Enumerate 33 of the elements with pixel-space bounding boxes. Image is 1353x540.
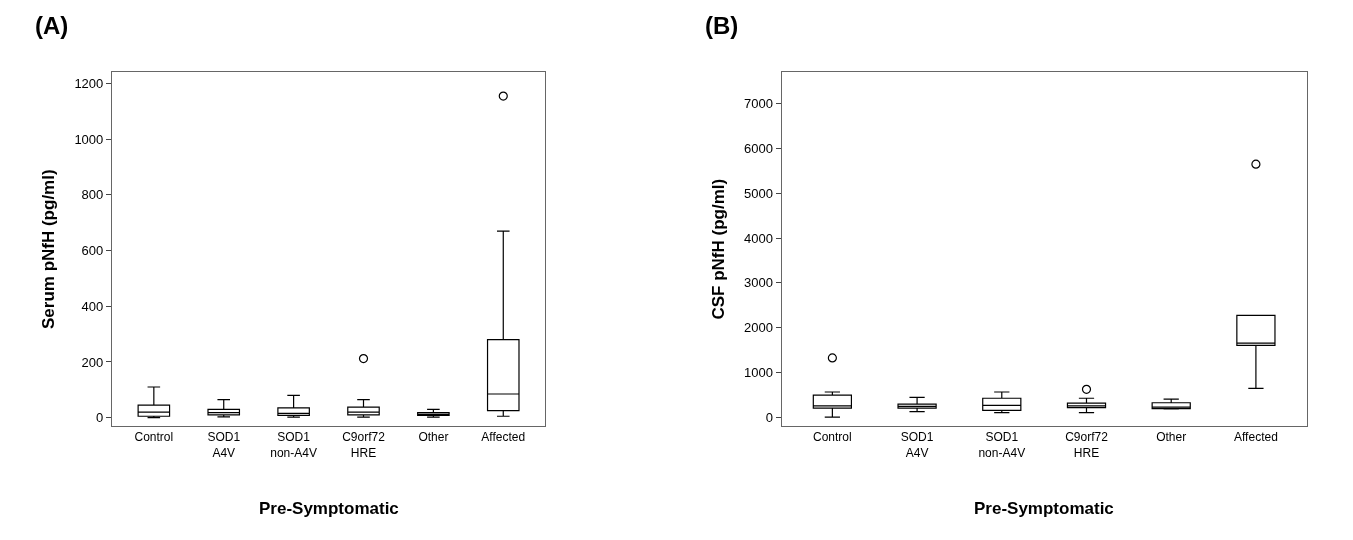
y-tick-label: 1200 (74, 76, 104, 92)
y-tick-label: 200 (81, 354, 104, 370)
x-tick-label: Other (1156, 430, 1187, 445)
y-tick-label: 400 (81, 298, 104, 314)
y-tick-label: 3000 (744, 275, 773, 291)
y-tick-label: 4000 (744, 230, 773, 246)
y-tick-label: 800 (81, 187, 104, 203)
y-tick-label: 6000 (744, 141, 773, 157)
x-tick-label: Control (813, 430, 852, 445)
y-tick-label: 2000 (744, 320, 773, 336)
y-axis-title: Serum pNfH (pg/ml) (38, 169, 58, 329)
x-tick-label: SOD1 A4V (207, 430, 241, 460)
y-tick-label: 7000 (744, 96, 773, 112)
y-tick-label: 600 (81, 243, 104, 259)
x-tick-label: Affected (481, 430, 526, 445)
text: Pre-Symptomatic (974, 499, 1114, 518)
chart-title: (A) (35, 12, 69, 39)
y-tick-label: 1000 (744, 364, 773, 380)
x-tick-label: SOD1 A4V (900, 430, 934, 460)
chart-title: (B) (705, 12, 739, 39)
x-tick-label: SOD1 non-A4V (270, 430, 317, 460)
x-tick-label: Other (418, 430, 449, 445)
y-tick-label: 5000 (744, 185, 773, 201)
x-tick-label: C9orf72 HRE (342, 430, 386, 460)
x-tick-label: Control (134, 430, 174, 445)
y-tick-label: 0 (765, 409, 773, 425)
text: Pre-Symptomatic (259, 499, 399, 518)
x-tick-label: SOD1 non-A4V (978, 430, 1026, 460)
x-tick-label: Affected (1234, 430, 1278, 445)
y-tick-label: 1000 (74, 131, 104, 147)
y-tick-label: 0 (96, 410, 104, 426)
y-axis-title: CSF pNfH (pg/ml) (708, 178, 728, 320)
x-tick-label: C9orf72 HRE (1065, 430, 1109, 460)
